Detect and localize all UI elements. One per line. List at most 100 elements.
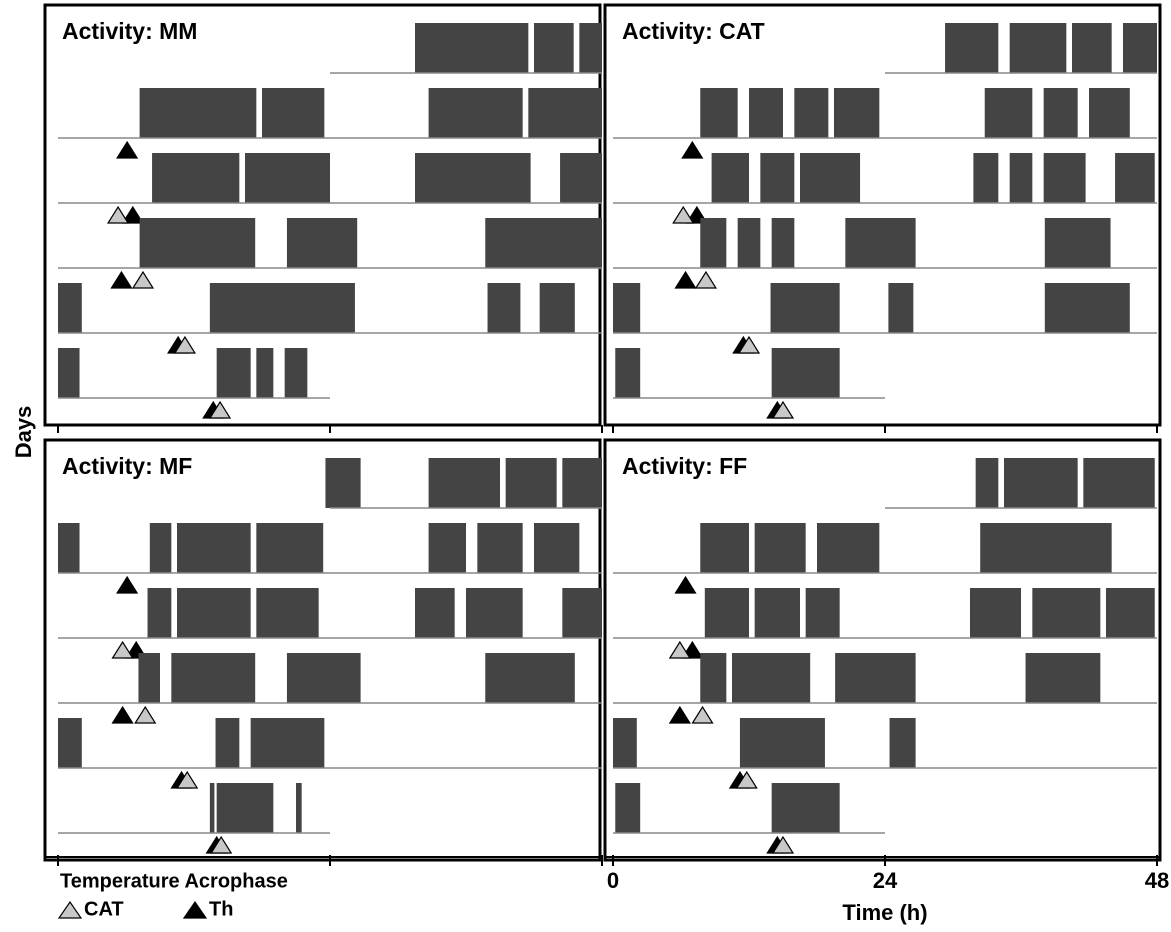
legend-label: Th xyxy=(209,898,233,920)
activity-bout xyxy=(415,153,531,203)
legend-swatch xyxy=(182,900,208,919)
activity-bout xyxy=(215,718,240,768)
activity-bout xyxy=(296,783,302,833)
activity-bout xyxy=(286,218,358,268)
activity-bout xyxy=(770,283,840,333)
activity-bout xyxy=(1032,588,1101,638)
activity-bout xyxy=(732,653,811,703)
activity-bout xyxy=(58,718,82,768)
activity-bout xyxy=(487,283,521,333)
activity-bout xyxy=(485,218,602,268)
activity-bout xyxy=(1004,458,1078,508)
activity-bout xyxy=(700,523,749,573)
activity-bout xyxy=(615,783,641,833)
activity-bout xyxy=(562,458,602,508)
activity-bout xyxy=(834,88,880,138)
activity-bout xyxy=(534,523,580,573)
activity-bout xyxy=(754,588,800,638)
acrophase-marker xyxy=(210,835,233,854)
activity-bout xyxy=(1009,153,1033,203)
acrophase-marker xyxy=(116,140,139,159)
acrophase-marker xyxy=(208,400,232,419)
activity-bout xyxy=(256,588,319,638)
activity-bout xyxy=(579,23,602,73)
activity-bout xyxy=(245,153,330,203)
legend-swatch xyxy=(57,900,83,919)
activity-bout xyxy=(415,588,455,638)
panel-frame xyxy=(603,438,1162,862)
x-tick-label: 48 xyxy=(1145,868,1169,893)
activity-bout xyxy=(58,523,80,573)
activity-bout xyxy=(560,153,602,203)
acrophase-marker xyxy=(672,205,695,224)
panel-title: Activity: CAT xyxy=(622,18,765,44)
activity-bout xyxy=(428,88,523,138)
activity-bout xyxy=(250,718,325,768)
activity-bout xyxy=(817,523,880,573)
panel-frame xyxy=(43,438,602,862)
activity-bout xyxy=(58,283,82,333)
activity-bout xyxy=(139,218,256,268)
activity-bout xyxy=(975,458,999,508)
activity-bout xyxy=(984,88,1033,138)
activity-bout xyxy=(1025,653,1101,703)
activity-bout xyxy=(58,348,80,398)
acrophase-marker xyxy=(106,205,130,224)
activity-bout xyxy=(534,23,574,73)
acrophase-marker xyxy=(668,705,691,724)
activity-bout xyxy=(1072,23,1112,73)
acrophase-marker xyxy=(691,705,714,724)
activity-bout xyxy=(711,153,749,203)
activity-bout xyxy=(528,88,602,138)
activity-bout xyxy=(970,588,1021,638)
activity-bout xyxy=(613,283,641,333)
activity-bout xyxy=(216,783,274,833)
acrophase-marker xyxy=(111,705,134,724)
acrophase-marker xyxy=(681,140,704,159)
activity-bout xyxy=(835,653,916,703)
activity-bout xyxy=(428,458,500,508)
panel-title: Activity: MF xyxy=(62,453,192,479)
activity-bout xyxy=(325,458,361,508)
y-axis-label: Days xyxy=(11,406,36,459)
activity-bout xyxy=(615,348,641,398)
acrophase-marker xyxy=(116,575,139,594)
activity-bout xyxy=(262,88,325,138)
activity-bout xyxy=(739,718,825,768)
activity-bout xyxy=(149,523,172,573)
activity-bout xyxy=(888,283,914,333)
activity-bout xyxy=(138,653,160,703)
activity-bout xyxy=(760,153,795,203)
activity-bout xyxy=(1123,23,1157,73)
activity-bout xyxy=(209,283,355,333)
panel-title: Activity: FF xyxy=(622,453,747,479)
acrophase-marker xyxy=(134,705,157,724)
activity-bout xyxy=(562,588,602,638)
activity-bout xyxy=(477,523,523,573)
activity-bout xyxy=(152,153,240,203)
acrophase-marker xyxy=(668,640,691,659)
activity-bout xyxy=(845,218,916,268)
acrophase-marker xyxy=(771,400,795,419)
activity-bout xyxy=(1115,153,1155,203)
activity-bout xyxy=(284,348,308,398)
legend-label: CAT xyxy=(84,898,124,920)
activity-bout xyxy=(889,718,916,768)
activity-bout xyxy=(1106,588,1155,638)
activity-bout xyxy=(800,153,861,203)
activity-bout xyxy=(749,88,783,138)
activity-bout xyxy=(505,458,557,508)
activity-bout xyxy=(754,523,806,573)
panel-frame xyxy=(43,3,602,427)
acrophase-marker xyxy=(737,335,761,354)
activity-bout xyxy=(1044,283,1130,333)
activity-bout xyxy=(1044,218,1111,268)
activity-bout xyxy=(485,653,575,703)
activity-bout xyxy=(771,783,840,833)
activity-bout xyxy=(415,23,529,73)
activity-bout xyxy=(613,718,637,768)
acrophase-marker xyxy=(694,270,718,289)
activity-bout xyxy=(700,218,727,268)
activity-bout xyxy=(805,588,840,638)
